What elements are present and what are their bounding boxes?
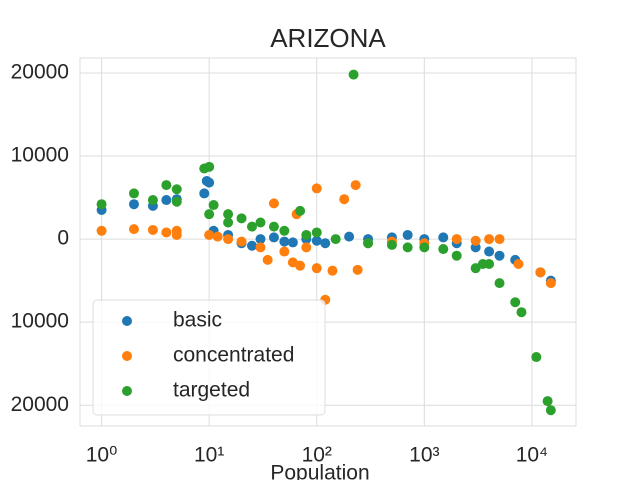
y-tick-label: 20000 xyxy=(11,60,69,83)
scatter-point xyxy=(363,238,374,249)
x-tick-label: 10³ xyxy=(409,444,439,467)
scatter-point xyxy=(255,242,266,253)
scatter-point xyxy=(204,209,215,220)
scatter-point xyxy=(262,254,273,265)
scatter-point xyxy=(301,242,312,253)
scatter-point xyxy=(147,195,158,206)
scatter-point xyxy=(484,246,495,257)
scatter-point xyxy=(161,195,172,206)
scatter-point xyxy=(96,225,107,236)
scatter-point xyxy=(513,259,524,270)
scatter-point xyxy=(311,183,322,194)
scatter-point xyxy=(301,229,312,240)
plot-frame xyxy=(79,57,577,427)
scatter-point xyxy=(330,234,341,245)
legend-marker xyxy=(122,351,132,361)
scatter-point xyxy=(204,161,215,172)
scatter-point xyxy=(268,221,279,232)
scatter-point xyxy=(255,217,266,228)
scatter-point xyxy=(451,250,462,261)
y-tick-label: 10000 xyxy=(11,310,69,333)
scatter-point xyxy=(510,297,521,308)
scatter-point xyxy=(344,231,355,242)
scatter-point xyxy=(311,227,322,238)
scatter-point xyxy=(236,236,247,247)
scatter-point xyxy=(223,234,234,245)
scatter-point xyxy=(96,199,107,210)
scatter-point xyxy=(295,260,306,271)
scatter-point xyxy=(128,188,139,199)
scatter-point xyxy=(223,217,234,228)
scatter-point xyxy=(171,184,182,195)
scatter-point xyxy=(161,227,172,238)
scatter-point xyxy=(128,199,139,210)
scatter-point xyxy=(545,278,556,289)
scatter-point xyxy=(311,263,322,274)
scatter-point xyxy=(223,209,234,220)
chart-title: ARIZONA xyxy=(270,23,386,53)
scatter-point xyxy=(268,232,279,243)
x-tick-label: 10⁴ xyxy=(516,444,548,467)
scatter-point xyxy=(212,231,223,242)
scatter-point xyxy=(279,236,290,247)
scatter-point xyxy=(246,221,257,232)
scatter-point xyxy=(204,229,215,240)
y-tick-label: 10000 xyxy=(11,144,69,167)
scatter-point xyxy=(350,180,361,191)
scatter-point xyxy=(295,205,306,216)
y-tick-label: 20000 xyxy=(11,393,69,416)
scatter-point xyxy=(311,235,322,246)
scatter-point xyxy=(419,242,430,253)
scatter-point xyxy=(386,239,397,250)
scatter-point xyxy=(236,213,247,224)
scatter-point xyxy=(494,278,505,289)
legend-marker xyxy=(122,316,132,326)
scatter-point xyxy=(531,352,542,363)
scatter-point xyxy=(171,196,182,207)
scatter-point xyxy=(542,396,553,407)
legend-marker xyxy=(122,386,132,396)
scatter-point xyxy=(320,238,331,249)
scatter-point xyxy=(147,224,158,235)
scatter-point xyxy=(128,224,139,235)
scatter-point xyxy=(246,240,257,251)
scatter-point xyxy=(348,69,359,80)
scatter-point xyxy=(402,242,413,253)
legend-label: targeted xyxy=(173,379,250,402)
y-tick-label: 0 xyxy=(57,227,69,250)
scatter-point xyxy=(327,265,338,276)
scatter-point xyxy=(494,234,505,245)
x-axis-label: Population xyxy=(270,462,369,480)
legend-box xyxy=(92,299,326,416)
x-tick-label: 10⁰ xyxy=(86,444,118,467)
scatter-point xyxy=(484,259,495,270)
scatter-point xyxy=(199,188,210,199)
scatter-point xyxy=(438,232,449,243)
scatter-point xyxy=(161,180,172,191)
scatter-point xyxy=(451,234,462,245)
scatter-point xyxy=(171,229,182,240)
scatter-point xyxy=(438,244,449,255)
x-tick-label: 10² xyxy=(302,444,332,467)
legend-label: basic xyxy=(173,309,222,332)
scatter-point xyxy=(204,177,215,188)
legend-label: concentrated xyxy=(173,344,294,367)
scatter-point xyxy=(279,246,290,257)
scatter-point xyxy=(352,264,363,275)
scatter-point xyxy=(484,234,495,245)
scatter-point xyxy=(516,307,527,318)
scatter-point xyxy=(494,250,505,261)
scatter-point xyxy=(339,194,350,205)
scatter-point xyxy=(208,200,219,211)
scatter-point xyxy=(255,234,266,245)
scatter-point xyxy=(279,225,290,236)
scatter-point xyxy=(287,237,298,248)
scatter-point xyxy=(545,405,556,416)
scatter-point xyxy=(535,267,546,278)
scatter-point xyxy=(268,198,279,209)
scatter-point xyxy=(402,229,413,240)
scatter-point xyxy=(470,235,481,246)
x-tick-label: 10¹ xyxy=(194,444,224,467)
